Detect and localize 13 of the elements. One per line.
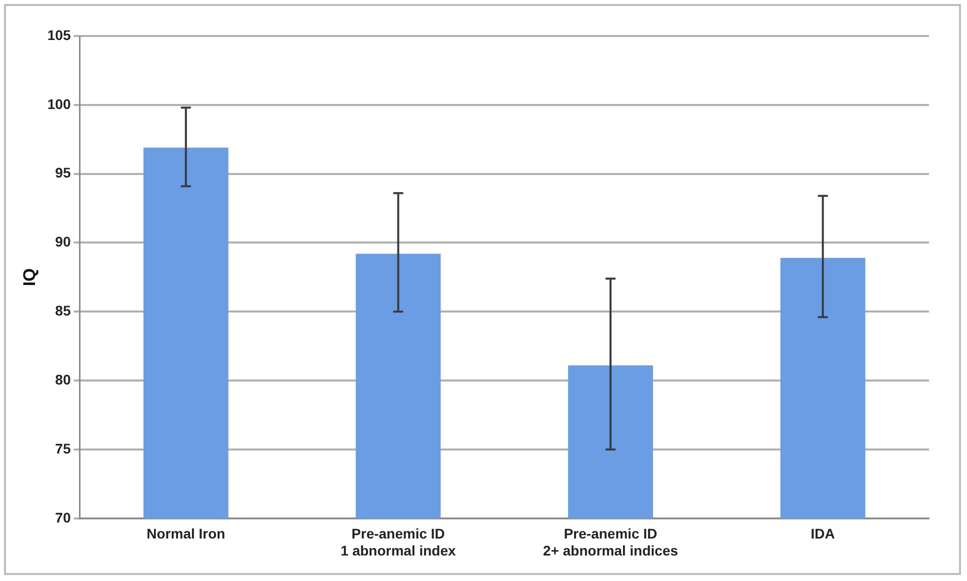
x-tick-label: IDA xyxy=(810,526,835,542)
y-tick-label: 95 xyxy=(55,164,71,181)
y-tick-label: 80 xyxy=(55,371,71,388)
x-tick-label: Normal Iron xyxy=(146,526,226,542)
y-tick-label: 70 xyxy=(55,509,71,526)
y-axis-title: IQ xyxy=(20,268,39,286)
y-tick-label: 75 xyxy=(55,440,71,456)
y-tick-label: 85 xyxy=(55,302,71,319)
x-tick-label: Pre-anemic ID 2+ abnormal indices xyxy=(543,526,678,558)
x-tick-label: Pre-anemic ID 1 abnormal index xyxy=(340,526,456,558)
y-tick-label: 100 xyxy=(47,96,71,112)
y-tick-label: 105 xyxy=(47,26,71,43)
y-tick-label: 90 xyxy=(55,234,71,250)
